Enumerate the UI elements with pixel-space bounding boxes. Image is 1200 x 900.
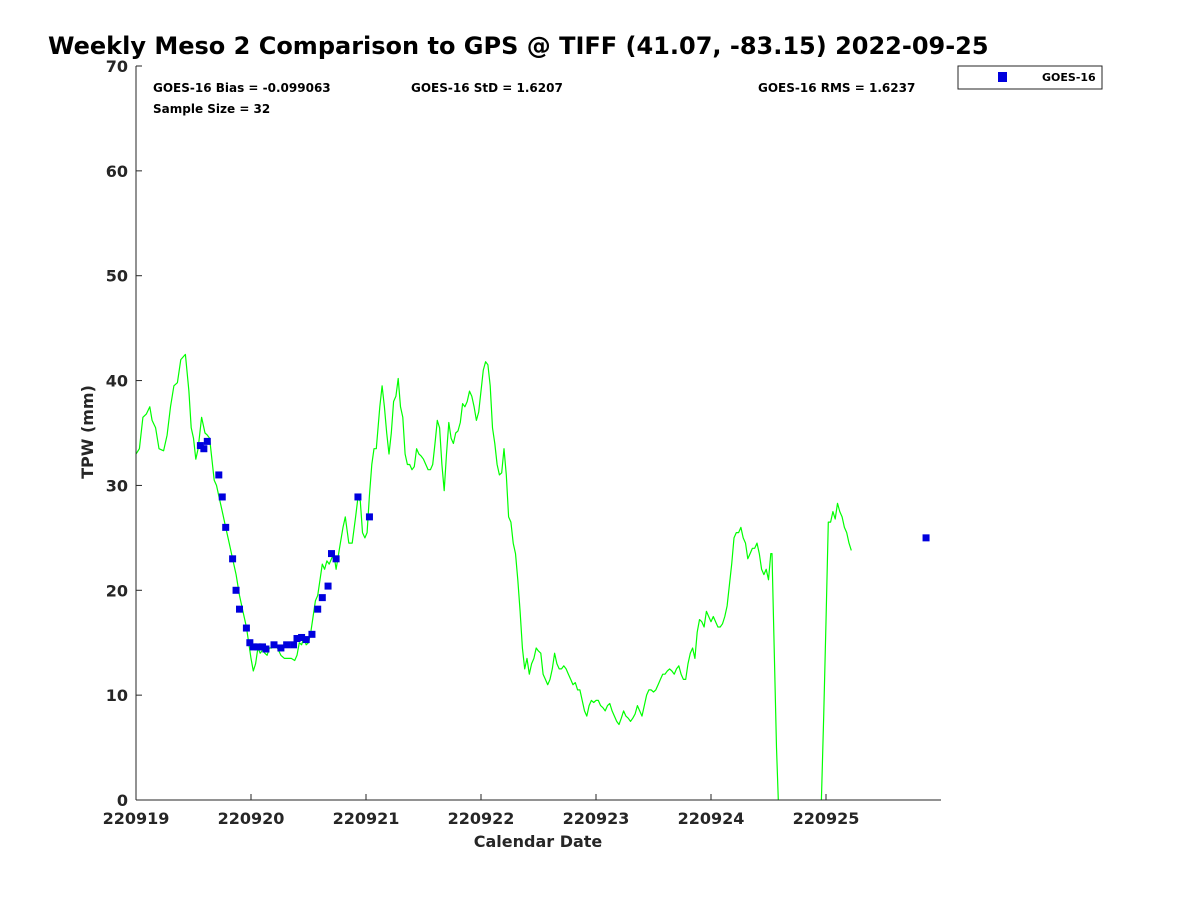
goes16-point (203, 437, 211, 445)
goes16-point (365, 513, 373, 521)
goes16-point (254, 643, 262, 651)
gps-series-line (820, 502, 852, 801)
goes16-point (283, 641, 291, 649)
y-tick-label: 20 (106, 581, 128, 600)
goes16-point (332, 555, 340, 563)
y-axis-label: TPW (mm) (78, 385, 97, 479)
goes16-point (270, 641, 278, 649)
goes16-point (222, 523, 230, 531)
rms-stat: GOES-16 RMS = 1.6237 (758, 81, 915, 95)
std-stat: GOES-16 StD = 1.6207 (411, 81, 563, 95)
x-axis-ticks: 220919 220920 220921 220922 220923 220924 2209… (103, 794, 860, 828)
goes16-point (354, 493, 362, 501)
x-tick-label: 220921 (333, 809, 400, 828)
gps-series-line (135, 353, 779, 801)
goes16-point (922, 534, 930, 542)
goes16-point (218, 493, 226, 501)
stats-annotations: GOES-16 Bias = -0.099063 GOES-16 StD = 1… (153, 81, 915, 116)
x-tick-label: 220919 (103, 809, 170, 828)
legend: GOES-16 (957, 65, 1103, 90)
goes16-point (262, 645, 270, 653)
y-tick-label: 60 (106, 162, 128, 181)
x-tick-label: 220925 (793, 809, 860, 828)
legend-label-goes16: GOES-16 (1042, 71, 1096, 84)
legend-marker-goes16 (998, 72, 1007, 82)
goes16-point (242, 624, 250, 632)
y-axis-ticks: 0 10 20 30 40 50 60 70 (106, 57, 142, 810)
goes16-point (328, 550, 335, 558)
goes16-point (249, 643, 257, 651)
goes16-point (215, 471, 223, 479)
goes16-point (324, 582, 332, 590)
goes16-point (293, 635, 301, 643)
y-tick-label: 10 (106, 686, 128, 705)
goes16-point (200, 445, 208, 453)
y-tick-label: 0 (117, 791, 128, 810)
goes16-point (232, 586, 240, 594)
goes16-point (318, 594, 326, 602)
goes16-point (236, 605, 243, 613)
goes16-point (298, 633, 306, 641)
x-tick-label: 220920 (218, 809, 285, 828)
series-layer (135, 353, 930, 801)
chart-title: Weekly Meso 2 Comparison to GPS @ TIFF (… (48, 32, 989, 60)
plot-area: 0 10 20 30 40 50 60 70 220919 220920 220921 220922… (103, 57, 941, 828)
goes16-point (229, 555, 237, 563)
goes16-point (302, 636, 310, 644)
legend-box (957, 65, 1103, 90)
y-tick-label: 50 (106, 267, 128, 286)
x-axis-label: Calendar Date (474, 832, 603, 851)
sample-size-stat: Sample Size = 32 (153, 102, 270, 116)
y-tick-label: 30 (106, 476, 128, 495)
bias-stat: GOES-16 Bias = -0.099063 (153, 81, 331, 95)
x-tick-label: 220924 (678, 809, 745, 828)
goes16-point (290, 641, 298, 649)
y-tick-label: 70 (106, 57, 128, 76)
goes16-point (277, 644, 285, 652)
goes16-point (246, 639, 254, 647)
goes16-point (308, 630, 316, 638)
x-tick-label: 220923 (563, 809, 630, 828)
goes16-point (314, 605, 322, 613)
y-tick-label: 40 (106, 372, 128, 391)
x-tick-label: 220922 (448, 809, 515, 828)
